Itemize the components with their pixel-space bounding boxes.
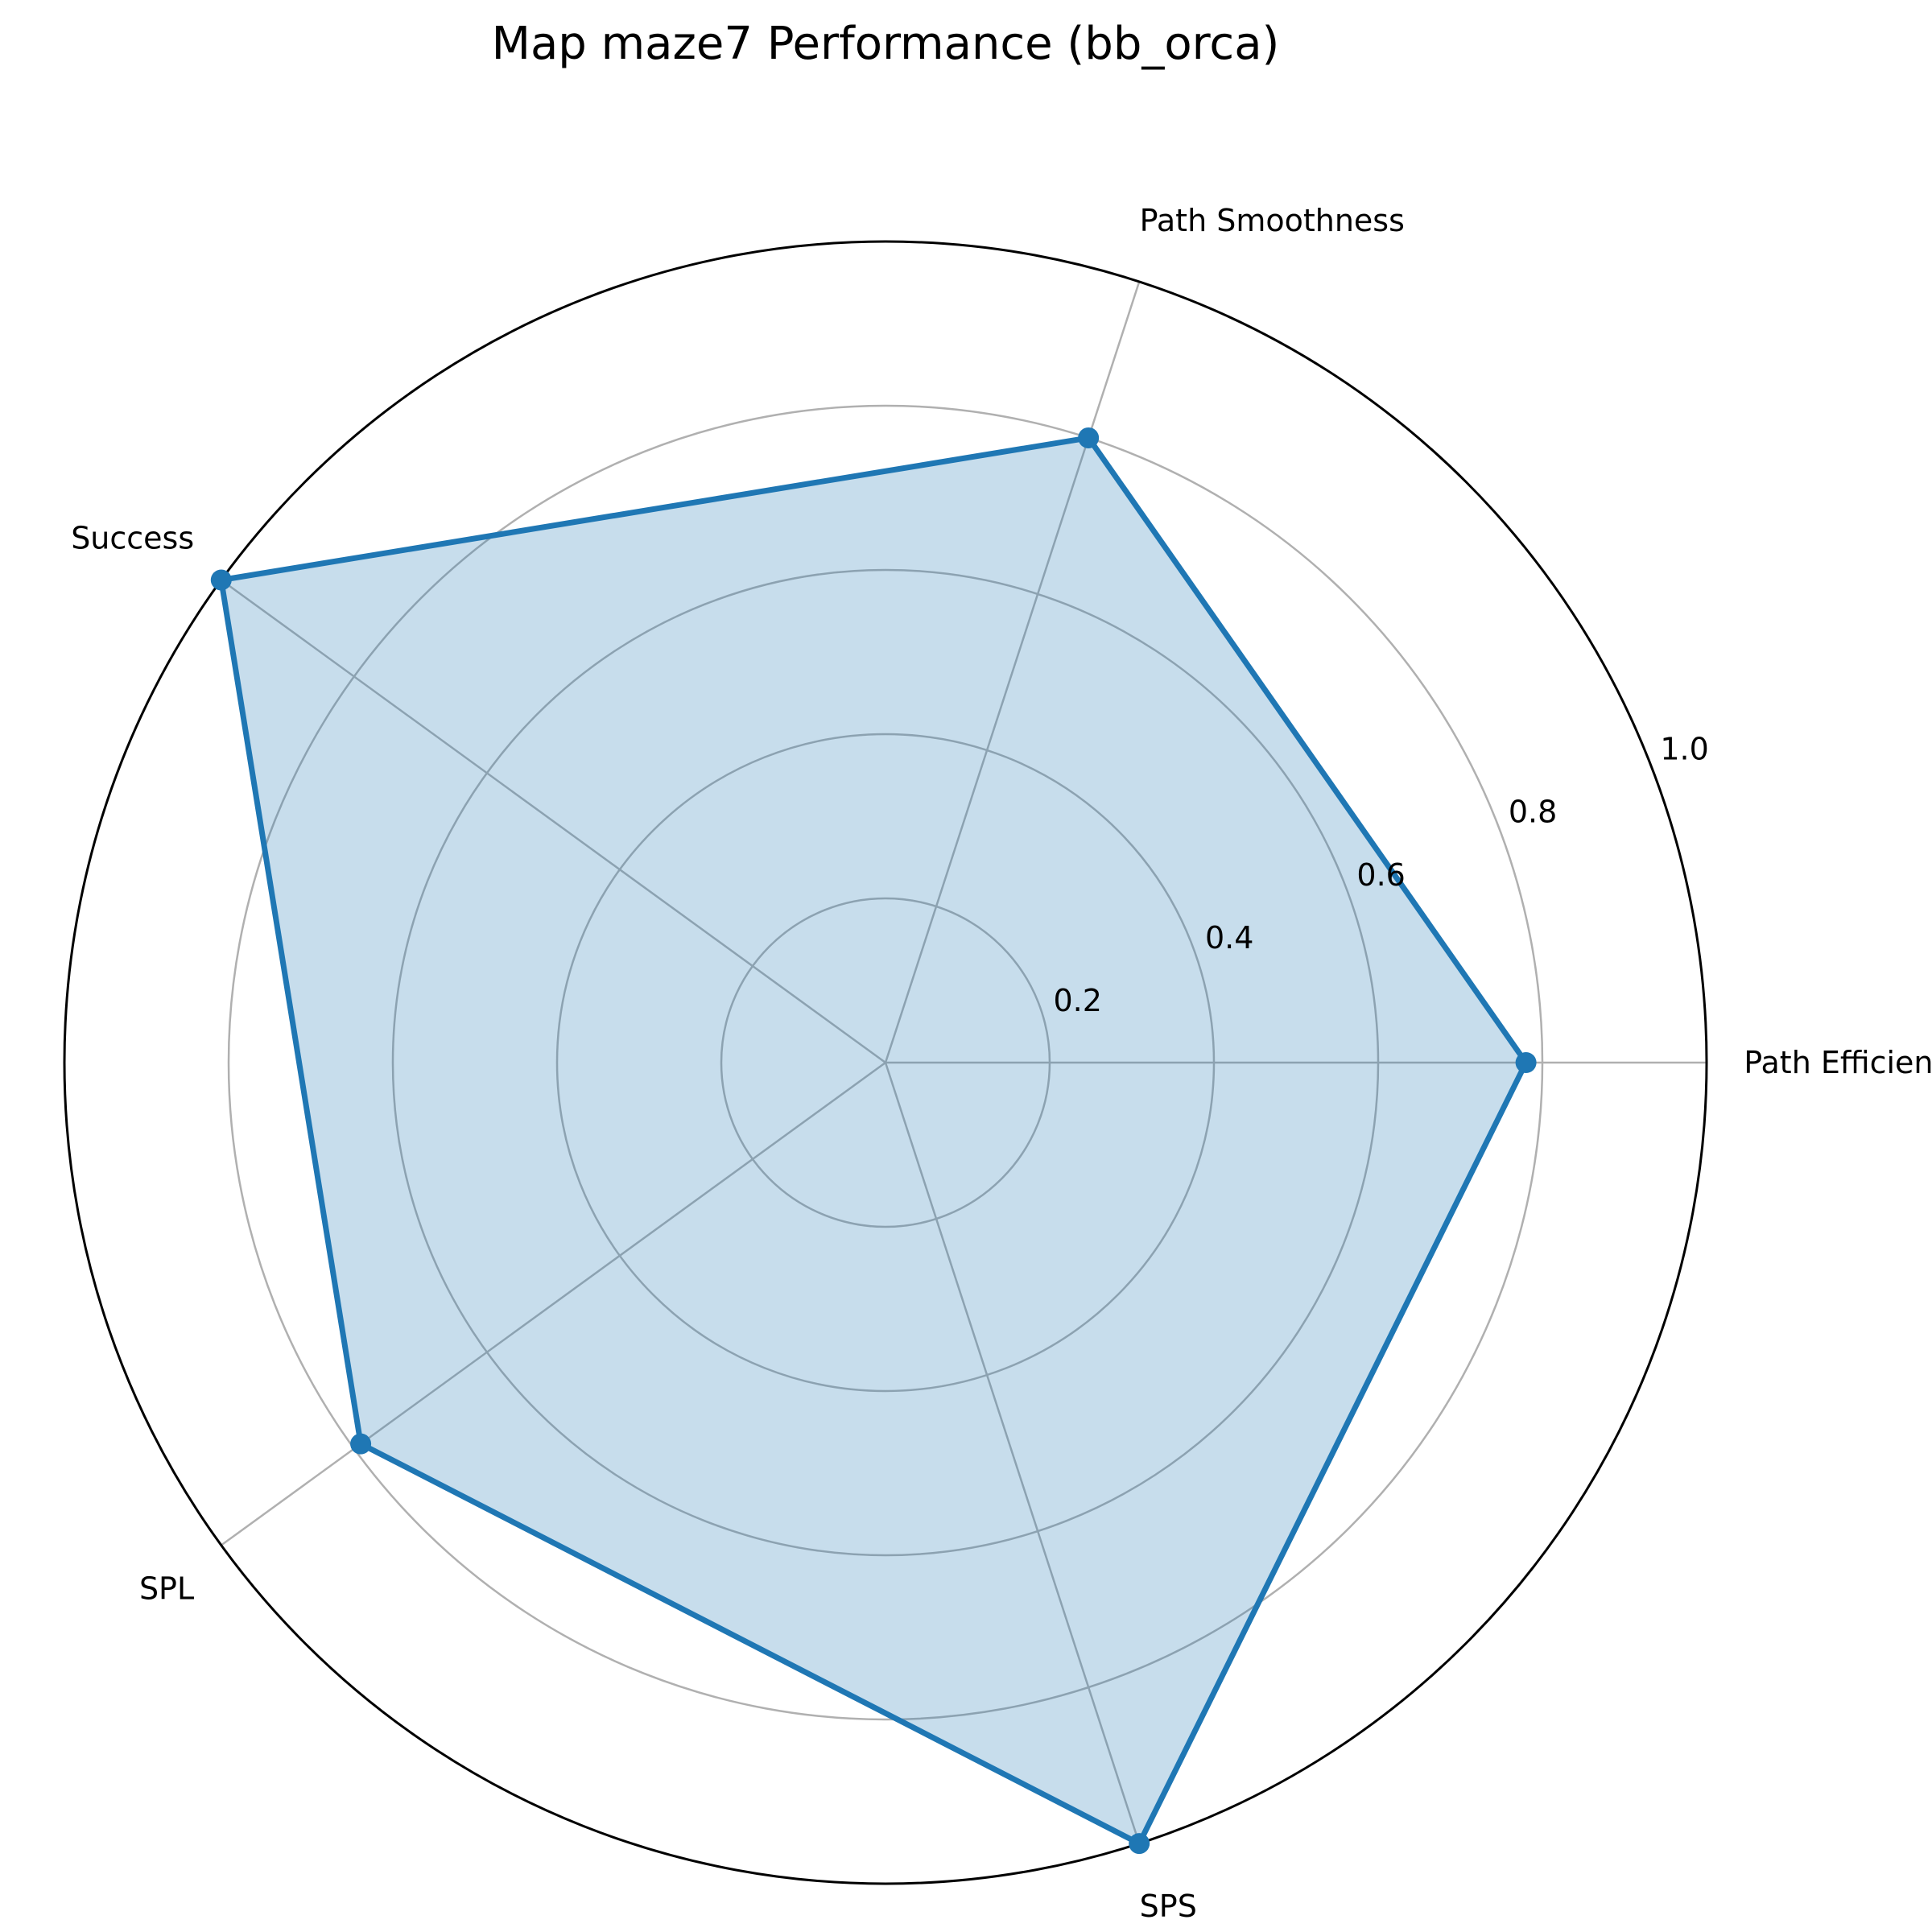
spoke-5 xyxy=(884,1062,1141,1844)
spoke-2 xyxy=(884,281,1141,1063)
grid-layer xyxy=(63,240,1708,1885)
data-point-path-smoothness xyxy=(1078,427,1100,448)
category-label-success: Success xyxy=(71,520,194,555)
r-tick-label-4: 0.8 xyxy=(1509,795,1557,830)
category-label-sps: SPS xyxy=(1140,1889,1197,1924)
data-point-sps xyxy=(1129,1833,1150,1855)
r-tick-label-3: 0.6 xyxy=(1356,857,1405,893)
series-line xyxy=(218,435,1530,1847)
outer-frame xyxy=(63,240,1708,1885)
r-tick-label-2: 0.4 xyxy=(1205,920,1253,956)
label-layer: Path Efficiency Path Smoothness Success SPL… xyxy=(71,203,1932,1924)
data-point-success xyxy=(210,569,232,591)
spoke-4 xyxy=(221,1061,886,1546)
data-point-path-efficiency xyxy=(1515,1052,1537,1073)
series-fill-area xyxy=(221,437,1526,1844)
data-point-spl xyxy=(350,1433,372,1455)
r-tick-label-1: 0.2 xyxy=(1053,983,1101,1018)
category-label-path-smoothness: Path Smoothness xyxy=(1140,203,1405,238)
category-label-path-efficiency: Path Efficiency xyxy=(1744,1045,1932,1080)
category-label-spl: SPL xyxy=(139,1571,194,1607)
spoke-3 xyxy=(221,579,886,1064)
data-layer xyxy=(210,427,1537,1855)
chart-title: Map maze7 Performance (bb_orca) xyxy=(491,18,1280,70)
r-tick-label-5: 1.0 xyxy=(1660,732,1708,767)
